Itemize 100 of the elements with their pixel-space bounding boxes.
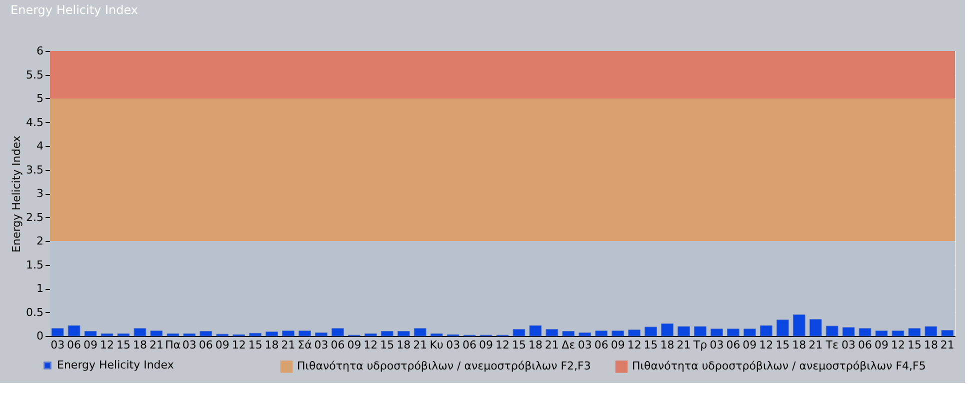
- bar: [397, 331, 410, 336]
- x-tick-label: 15: [776, 338, 790, 352]
- bar: [266, 331, 278, 336]
- bar: [595, 330, 608, 336]
- x-tick-label: 21: [281, 338, 296, 352]
- x-tick-label: Κυ: [430, 338, 444, 352]
- bar: [529, 325, 542, 336]
- x-tick-label: 18: [660, 338, 674, 352]
- bar: [183, 333, 196, 336]
- bar: [628, 330, 641, 336]
- x-tick-label: 09: [215, 338, 230, 352]
- y-tick-label: 1.5: [26, 258, 44, 272]
- x-tick-label: 18: [528, 338, 542, 352]
- x-tick-label: 09: [84, 338, 98, 352]
- x-tick-label: 15: [380, 338, 394, 352]
- x-tick-label: 21: [149, 338, 164, 352]
- y-tick-label: 6: [36, 44, 44, 58]
- x-tick-label: 06: [462, 338, 477, 352]
- x-tick-label: 09: [742, 338, 757, 352]
- bar: [612, 330, 624, 336]
- bar: [743, 328, 756, 336]
- bar: [678, 326, 690, 336]
- bar: [644, 326, 657, 336]
- bar: [380, 331, 394, 336]
- y-tick-label: 3: [36, 187, 44, 200]
- x-tick-label: 12: [890, 338, 905, 352]
- x-tick-label: 09: [347, 338, 362, 352]
- bar: [842, 327, 855, 336]
- x-tick-label: 03: [842, 338, 856, 352]
- bar: [364, 333, 377, 336]
- legend-label: Energy Helicity Index: [57, 358, 174, 372]
- bar: [100, 333, 114, 336]
- y-tick-label: 0.5: [26, 306, 44, 319]
- bar: [892, 330, 904, 336]
- bar: [414, 328, 426, 336]
- y-tick-label: 2.5: [26, 210, 44, 224]
- bar: [562, 331, 575, 336]
- x-tick-label: 03: [50, 338, 65, 352]
- x-tick-label: 09: [610, 338, 625, 352]
- bar: [166, 333, 180, 336]
- bar: [875, 330, 888, 336]
- x-tick-label: 21: [413, 338, 428, 352]
- chart-title: Energy Helicity Index: [10, 3, 138, 17]
- x-tick-label: 12: [232, 338, 246, 352]
- bar: [134, 328, 146, 336]
- x-tick-label: 03: [182, 338, 196, 352]
- x-tick-label: 18: [924, 338, 938, 352]
- y-tick-label: 0: [36, 330, 44, 342]
- bar: [809, 319, 822, 336]
- y-tick-label: 5.5: [26, 68, 44, 82]
- y-tick-label: 4.5: [26, 116, 44, 129]
- bar: [546, 329, 558, 336]
- x-tick-label: 18: [396, 338, 411, 352]
- x-tick-label: 09: [874, 338, 889, 352]
- x-tick-label: 15: [907, 338, 922, 352]
- bar: [694, 326, 706, 336]
- bar: [84, 331, 97, 336]
- x-tick-label: 15: [248, 338, 262, 352]
- bar: [776, 320, 789, 336]
- y-tick-label: 1: [36, 282, 44, 295]
- bar: [792, 314, 806, 336]
- y-tick-label: 5: [36, 92, 44, 105]
- x-tick-label: 15: [116, 338, 130, 352]
- bar: [941, 330, 954, 336]
- x-tick-label: 03: [578, 338, 592, 352]
- x-tick-label: 06: [726, 338, 740, 352]
- bar: [661, 323, 674, 336]
- x-tick-label: 18: [264, 338, 279, 352]
- x-tick-label: 12: [627, 338, 642, 352]
- bar: [249, 332, 262, 336]
- bar: [760, 325, 772, 336]
- y-axis-title: Energy Helicity Index: [10, 135, 24, 252]
- y-tick-label: 3.5: [26, 163, 44, 176]
- x-tick-label: 12: [759, 338, 774, 352]
- bar: [512, 329, 526, 336]
- x-tick-label: Τε: [824, 338, 838, 352]
- x-tick-label: 18: [132, 338, 147, 352]
- x-tick-label: 03: [446, 338, 460, 352]
- x-tick-label: 09: [479, 338, 494, 352]
- x-tick-label: 06: [858, 338, 872, 352]
- bar: [200, 331, 212, 336]
- x-tick-label: 06: [67, 338, 82, 352]
- x-tick-label: 12: [100, 338, 114, 352]
- bar: [68, 325, 80, 336]
- x-tick-label: Πα: [165, 338, 181, 352]
- bar: [298, 330, 311, 336]
- x-tick-label: 15: [512, 338, 526, 352]
- x-tick-label: 21: [940, 338, 954, 352]
- x-tick-label: 12: [364, 338, 378, 352]
- x-tick-label: 21: [544, 338, 559, 352]
- legend-label: Πιθανότητα υδροστρόβιλων / ανεμοστρόβιλων F4,F5: [632, 360, 926, 373]
- bar: [578, 332, 592, 336]
- bar: [332, 328, 344, 336]
- x-tick-label: 06: [330, 338, 345, 352]
- x-tick-label: 03: [314, 338, 328, 352]
- x-tick-label: Δε: [562, 338, 576, 352]
- x-tick-label: 15: [644, 338, 658, 352]
- legend-label: Πιθανότητα υδροστρόβιλων / ανεμοστρόβιλων F2,F3: [297, 360, 591, 373]
- y-tick-label: 4: [36, 140, 44, 152]
- x-tick-label: 03: [710, 338, 724, 352]
